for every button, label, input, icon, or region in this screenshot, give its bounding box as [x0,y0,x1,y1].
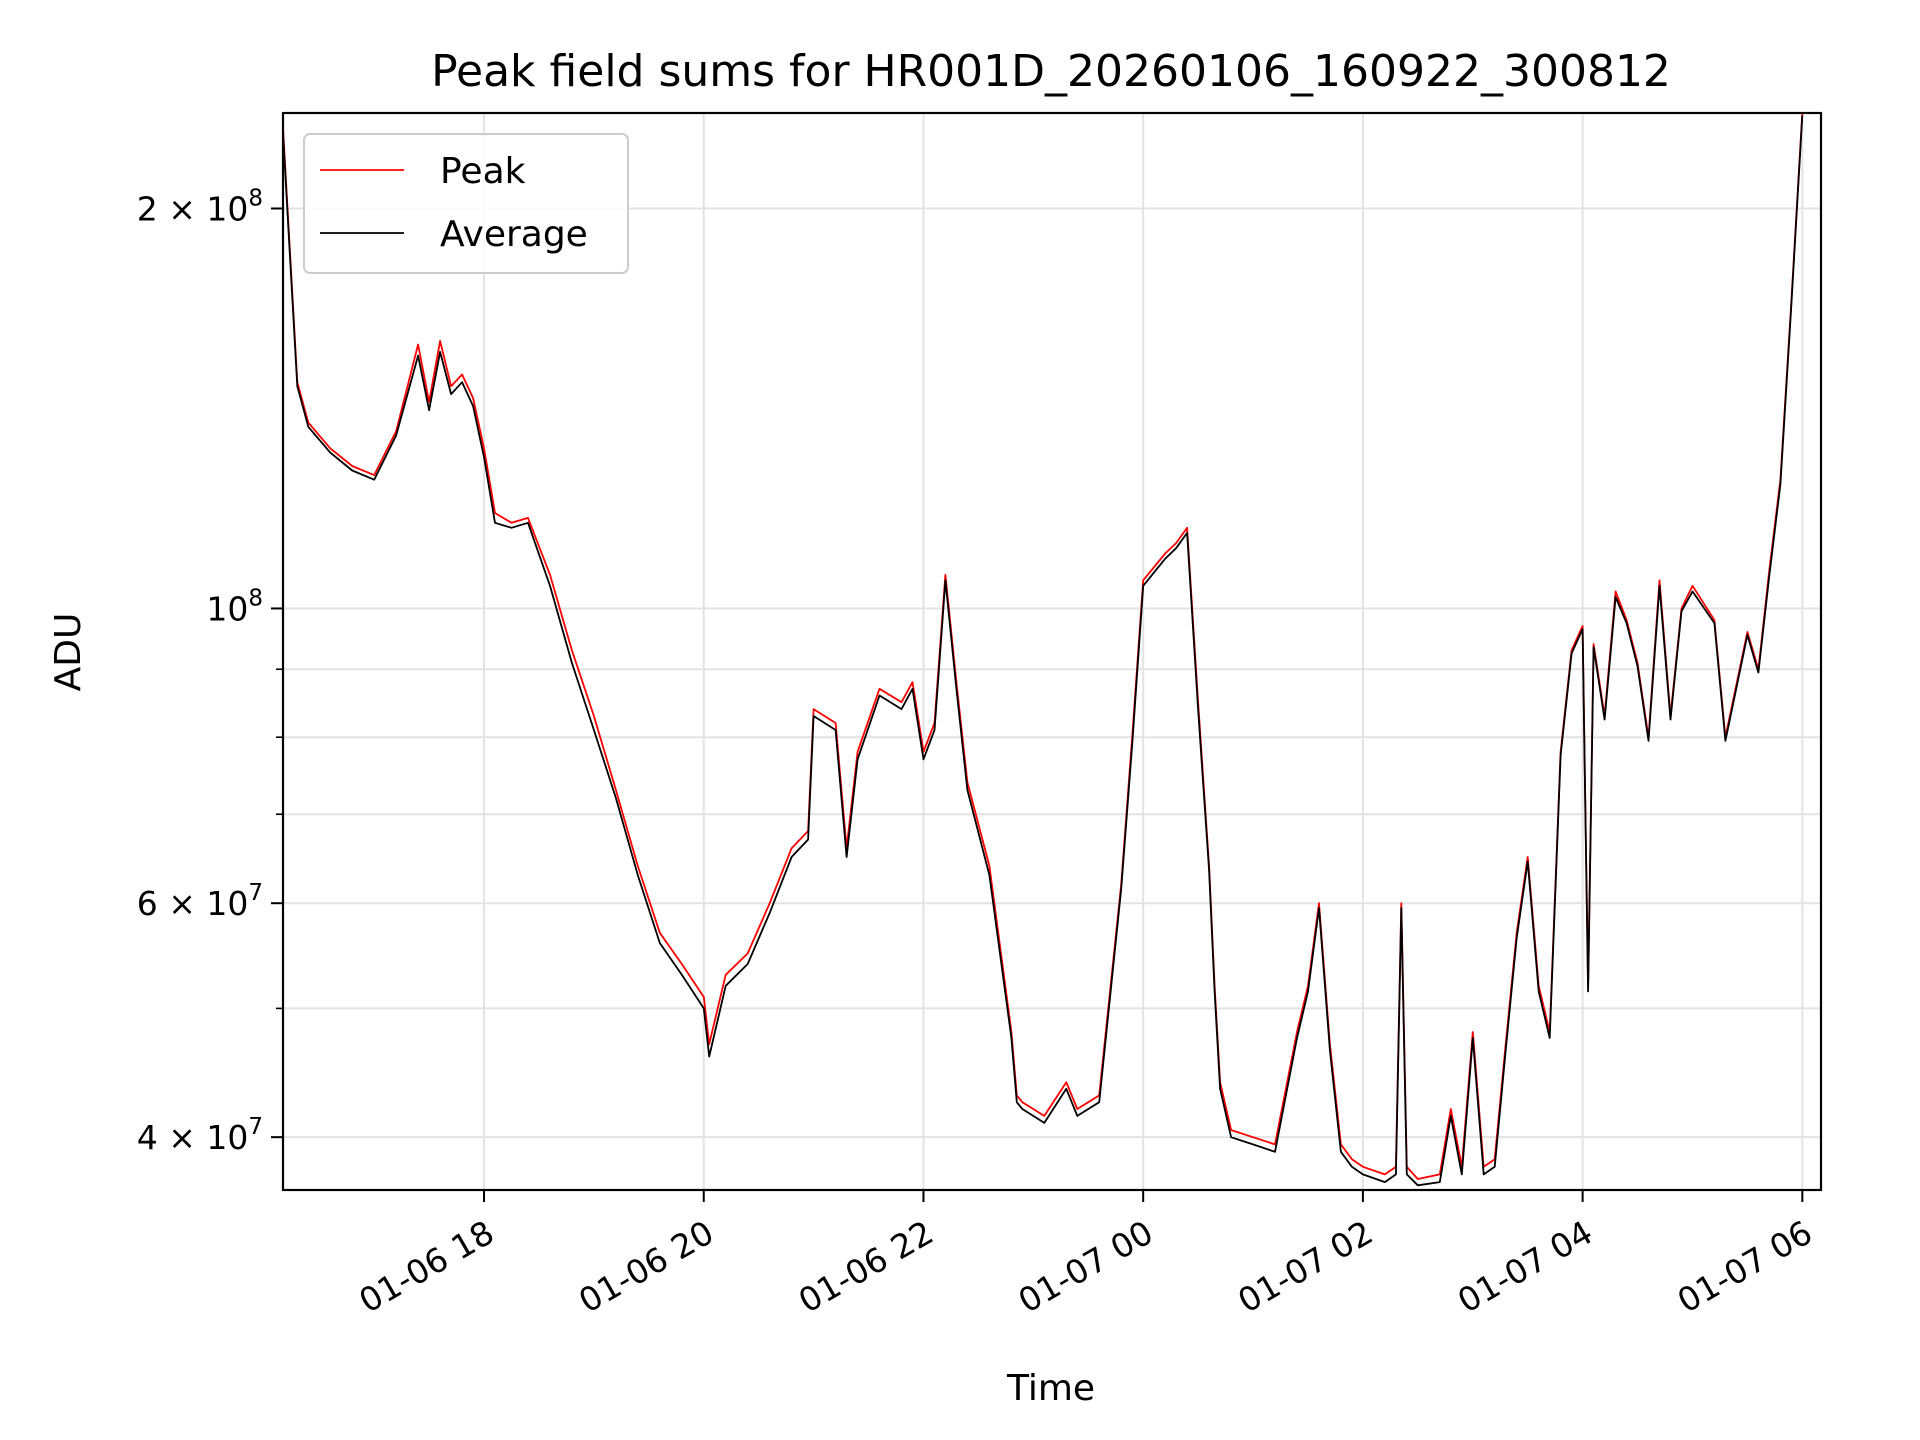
legend: Peak Average [303,133,629,274]
grid-lines [283,113,1821,1190]
series-lines [283,113,1804,1187]
legend-box [303,133,629,274]
average-series-line [283,115,1804,1187]
legend-label-average: Average [440,214,588,255]
legend-label-peak: Peak [440,151,526,192]
chart-title: Peak field sums for HR001D_20260106_1609… [431,46,1671,97]
x-axis-label: Time [1006,1368,1095,1409]
y-tick-label-1: 6 × 107 [137,880,263,923]
y-tick-label-3: 2 × 108 [137,186,263,229]
y-tick-label-0: 4 × 107 [137,1114,263,1157]
y-axis: 4 × 107 6 × 107 108 2 × 108 [137,186,283,1157]
plot-area-frame [281,111,1823,1192]
y-axis-label: ADU [48,613,89,692]
y-tick-label-2: 108 [206,585,263,628]
